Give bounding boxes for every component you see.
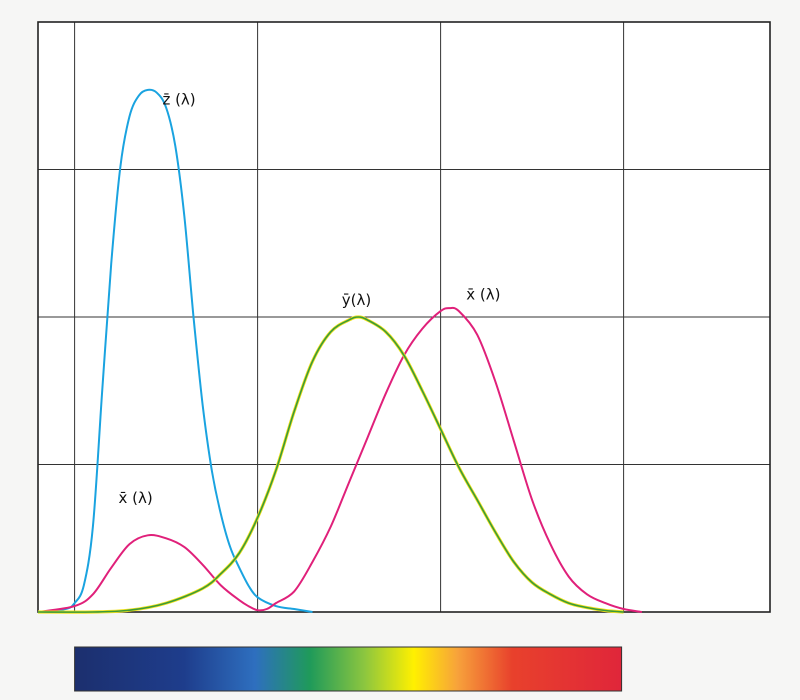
series-line-2 xyxy=(37,316,624,613)
series-line-0 xyxy=(37,88,313,613)
curve-label-3: x̄ (λ) xyxy=(119,489,153,507)
curve-labels: z̄ (λ) ȳ(λ) x̄ (λ) x̄ (λ) xyxy=(119,91,501,507)
curve-label-1: ȳ(λ) xyxy=(342,291,371,309)
curves xyxy=(37,88,643,614)
spectrum-bar xyxy=(74,646,623,692)
series-line-1 xyxy=(37,306,643,613)
curve-label-0: z̄ (λ) xyxy=(162,91,195,109)
plot-frame xyxy=(37,21,771,613)
curve-label-2: x̄ (λ) xyxy=(466,285,500,303)
